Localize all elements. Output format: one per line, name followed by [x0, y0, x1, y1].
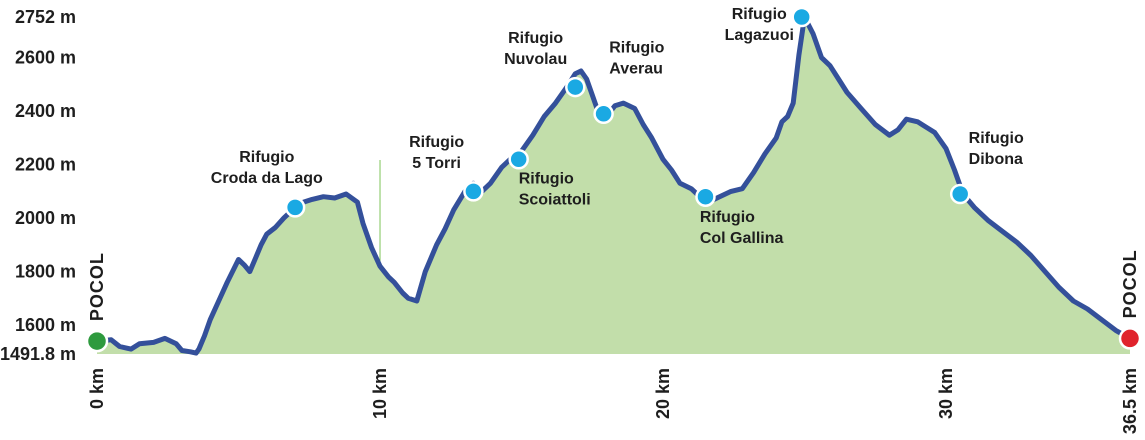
y-tick-label: 2400 m [15, 101, 76, 121]
rifugio-marker-nuvolau [565, 76, 586, 98]
rifugio-col-gallina: Rifugio Col Gallina [695, 186, 784, 247]
x-axis-ticks: 0 km 10 km 20 km 30 km 36.5 km [87, 368, 1140, 434]
rifugio-marker-scoiattoli [508, 149, 529, 170]
endpoint-marker-end [1118, 327, 1142, 350]
y-tick-label: 1600 m [15, 315, 76, 335]
rifugio-averau: Rifugio Averau [593, 39, 665, 125]
y-tick-label: 2600 m [15, 48, 76, 68]
rifugio-label-5-torri: Rifugio [409, 134, 464, 151]
rifugio-label-croda-da-lago: Croda da Lago [211, 170, 323, 187]
y-axis-ticks: 1491.8 m 1600 m 1800 m 2000 m 2200 m 2400 m 26… [0, 7, 76, 364]
rifugio-marker-lagazuoi [791, 6, 812, 28]
rifugio-label-dibona: Dibona [969, 151, 1023, 168]
endpoint-label-start: POCOL [87, 252, 107, 321]
x-tick-label: 0 km [87, 368, 107, 409]
y-tick-label: 1491.8 m [0, 344, 76, 364]
y-tick-label: 2200 m [15, 155, 76, 175]
y-tick-label: 2752 m [15, 7, 76, 27]
rifugio-label-averau: Averau [609, 60, 663, 77]
elevation-profile-line [94, 14, 1133, 356]
x-tick-label: 10 km [370, 368, 390, 419]
x-tick-label: 30 km [936, 368, 956, 419]
rifugio-scoiattoli: Rifugio Scoiattoli [508, 149, 591, 208]
rifugio-marker-5-torri [463, 181, 484, 202]
rifugio-marker-col-gallina [695, 186, 716, 207]
rifugio-label-5-torri: 5 Torri [412, 155, 461, 172]
endpoint-end: POCOL [1118, 249, 1142, 350]
rifugio-marker-averau [593, 103, 614, 125]
rifugio-marker-dibona [949, 183, 971, 205]
x-tick-label: 36.5 km [1120, 368, 1140, 434]
rifugio-label-averau: Rifugio [609, 39, 664, 56]
rifugio-label-dibona: Rifugio [969, 130, 1024, 147]
rifugio-lagazuoi: Rifugio Lagazuoi [725, 6, 812, 44]
rifugio-label-scoiattoli: Rifugio [519, 170, 574, 187]
elevation-area-fill [97, 17, 1130, 354]
rifugio-label-col-gallina: Col Gallina [700, 230, 784, 247]
rifugio-label-lagazuoi: Lagazuoi [725, 27, 794, 44]
rifugio-label-lagazuoi: Rifugio [732, 6, 787, 23]
rifugio-label-nuvolau: Nuvolau [504, 51, 567, 68]
y-tick-label: 1800 m [15, 262, 76, 282]
endpoint-markers: POCOL POCOL [85, 249, 1142, 353]
rifugio-nuvolau: Rifugio Nuvolau [504, 30, 586, 98]
rifugio-marker-croda-da-lago [284, 197, 306, 218]
rifugio-5-torri: Rifugio 5 Torri [409, 134, 484, 202]
rifugio-label-croda-da-lago: Rifugio [239, 149, 294, 166]
x-tick-label: 20 km [653, 368, 673, 419]
rifugio-label-scoiattoli: Scoiattoli [519, 191, 591, 208]
rifugio-dibona: Rifugio Dibona [949, 130, 1024, 205]
rifugio-croda-da-lago: Rifugio Croda da Lago [211, 149, 323, 218]
rifugio-label-col-gallina: Rifugio [700, 209, 755, 226]
y-tick-label: 2000 m [15, 208, 76, 228]
endpoint-label-end: POCOL [1120, 249, 1140, 318]
endpoint-start: POCOL [85, 252, 109, 353]
rifugio-label-nuvolau: Rifugio [508, 30, 563, 47]
endpoint-marker-start [85, 329, 109, 353]
